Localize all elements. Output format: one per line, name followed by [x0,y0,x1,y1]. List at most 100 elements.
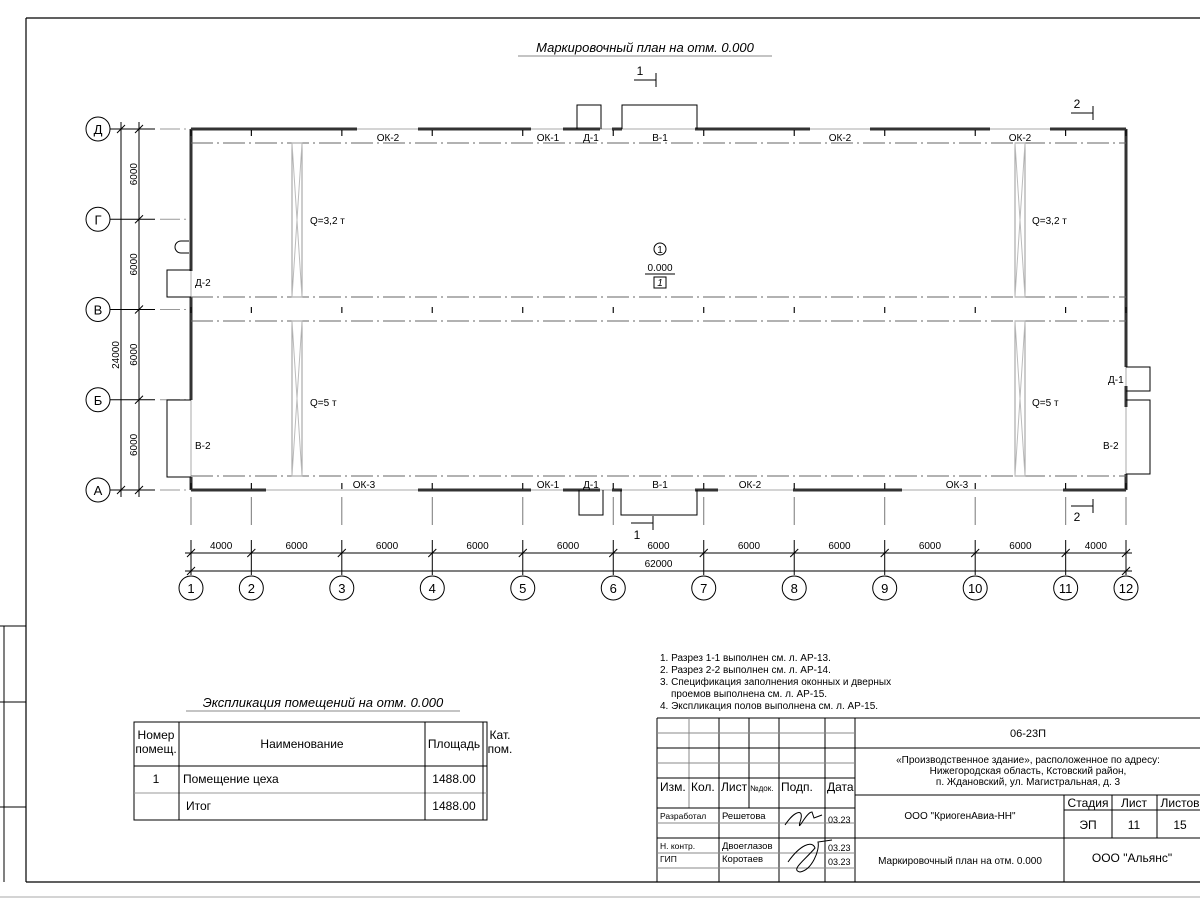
name-chief-engineer: Коротаев [722,854,763,865]
column-mark-icon: I [431,306,433,315]
opening-label: ОК-3 [946,480,969,491]
opening-label: ОК-1 [537,133,560,144]
crane-capacity: Q=5 т [310,398,337,409]
header-name: Наименование [260,737,344,751]
crane-beam [1014,142,1026,298]
explication-title: Экспликация помещений на отм. 0.000 [203,695,444,710]
crane-beam-cross [291,320,303,477]
dimension-value: 6000 [376,541,399,552]
title-block: Изм. Кол. Лист №док. Подп. Дата Разработ… [656,717,1200,882]
axis-label: 3 [338,581,345,596]
dimension-value: 4000 [210,541,233,552]
signature-control [787,839,833,873]
axis-bubble [238,575,264,601]
room-category: 1 [657,278,663,289]
dimension-total: 24000 [111,341,122,369]
gate-outline [621,104,698,129]
crane-beam [291,142,303,298]
sheets-label: Листов [1161,796,1200,810]
dimension-value: 6000 [285,541,308,552]
sheet-label: Лист [1121,796,1148,810]
opening-label: ОК-2 [1009,133,1032,144]
row-name: Помещение цеха [183,772,279,786]
door-outline [166,269,191,298]
column-mark-icon: I [612,129,614,138]
crane-capacity: Q=3,2 т [1032,216,1067,227]
axis-label: 12 [1119,581,1133,596]
column-mark-icon: I [250,129,252,138]
column-mark-icon: I [341,482,343,491]
opening-label: ОК-3 [353,480,376,491]
role-norm-control: Н. контр. [660,841,695,851]
axis-label: 8 [791,581,798,596]
name-developer: Решетова [722,811,766,822]
note: 3. Спецификация заполнения оконных и две… [660,676,891,688]
dimension-value: 6000 [919,541,942,552]
column-mark-icon: I [522,129,524,138]
wall-outline [190,128,1127,491]
room-number: 1 [657,245,663,256]
opening-label: Д-1 [1108,375,1124,386]
axis-label: Д [94,122,103,137]
col-qty: Кол. [691,780,715,794]
crane-beam-cross [1014,142,1026,298]
column-mark-icon: I [1065,482,1067,491]
axis-bubble [178,575,204,601]
opening-label: Д-1 [583,133,599,144]
axis-label: Г [94,212,101,227]
general-notes: 1. Разрез 1-1 выполнен см. л. АР-13. 2. … [660,653,891,712]
column-mark-icon: I [793,482,795,491]
crane-beam-cross [1014,320,1026,477]
column-mark-icon: I [703,482,705,491]
section-mark: 1 [634,528,641,542]
gate-outline [1126,399,1151,475]
opening-label: ОК-1 [537,480,560,491]
column-mark-icon: I [1125,129,1127,138]
axis-bubble [329,575,355,601]
axis-label: А [94,483,103,498]
note: 4. Экспликация полов выполнена см. л. АР… [660,701,878,712]
column-mark-icon: I [612,482,614,491]
col-sign: Подп. [781,780,813,794]
gate-outline [166,399,191,478]
dimension-value: 6000 [129,343,140,366]
sheet-value: 11 [1128,818,1141,832]
axis-label: 11 [1059,581,1073,596]
column-mark-icon: I [703,129,705,138]
date-norm-control: 03.23 [828,843,851,853]
axis-label: 5 [519,581,526,596]
axis-label: Б [94,393,103,408]
col-change: Изм. [660,780,686,794]
opening-label: В-2 [195,441,211,452]
opening-label: ОК-2 [829,133,852,144]
opening-label: В-1 [652,133,668,144]
axis-bubble [510,575,536,601]
dim-tick [1121,566,1131,576]
address-line: п. Ждановский, ул. Магистральная, д. 3 [936,777,1121,788]
axis-label: 1 [187,581,194,596]
column-mark-icon: I [793,306,795,315]
header-category-2: пом. [488,742,513,756]
company-name: ООО "Альянс" [1092,851,1172,865]
column-mark-icon: I [884,129,886,138]
dimension-value: 6000 [828,541,851,552]
dimension-value: 6000 [466,541,489,552]
note: проемов выполнена см. л. АР-15. [671,689,827,700]
column-mark-icon: I [1125,482,1127,491]
note: 1. Разрез 1-1 выполнен см. л. АР-13. [660,653,831,664]
axis-label: 6 [610,581,617,596]
name-norm-control: Двоеглазов [722,841,773,852]
row-area: 1488.00 [432,772,476,786]
opening-label: В-2 [1103,441,1119,452]
ladder-icon [174,240,189,254]
section-mark: 2 [1074,510,1081,524]
opening-label: ОК-2 [739,480,762,491]
col-date: Дата [827,780,854,794]
crane-beam [1014,320,1026,477]
column-mark-icon: I [974,306,976,315]
dimension-value: 6000 [557,541,580,552]
role-chief-engineer: ГИП [660,854,677,864]
column-mark-icon: I [190,129,192,138]
